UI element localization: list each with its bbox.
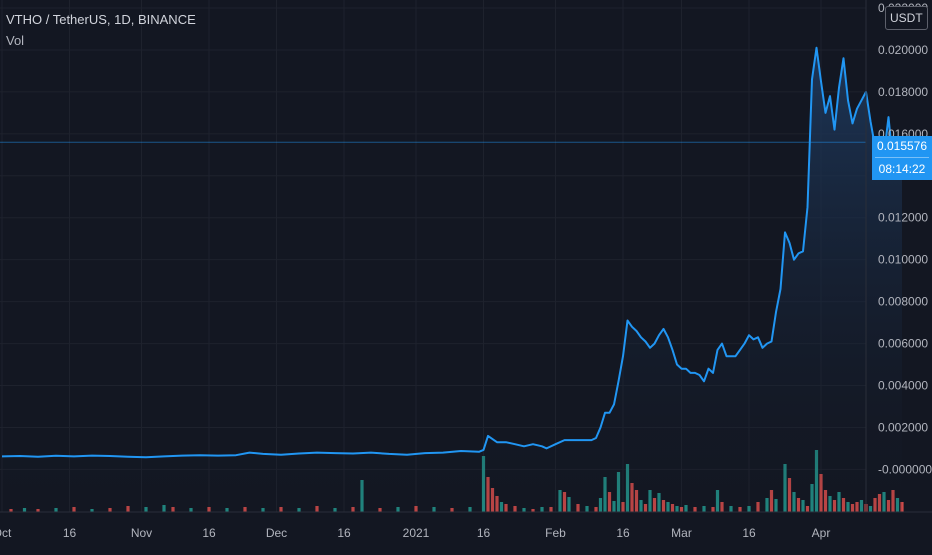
time-axis-tick-label: Nov xyxy=(131,526,152,540)
price-axis-tick-label: -0.000000 xyxy=(878,462,932,476)
last-price-tag: 0.015576 08:14:22 xyxy=(872,136,932,180)
chart-legend: VTHO / TetherUS, 1D, BINANCE Vol xyxy=(6,9,196,51)
currency-unit-badge[interactable]: USDT xyxy=(885,6,928,30)
time-axis-tick-label: 16 xyxy=(616,526,630,540)
time-axis-tick-label: 16 xyxy=(63,526,77,540)
symbol-title[interactable]: VTHO / TetherUS, 1D, BINANCE xyxy=(6,12,196,27)
time-axis-tick-label: 16 xyxy=(477,526,491,540)
time-axis-tick-label: Mar xyxy=(671,526,692,540)
time-axis-tick-label: 16 xyxy=(202,526,216,540)
time-axis-tick-label: Dec xyxy=(266,526,287,540)
price-line xyxy=(1,46,903,459)
price-axis-tick-label: 0.020000 xyxy=(878,43,928,57)
last-price-value: 0.015576 xyxy=(876,139,928,153)
volume-label[interactable]: Vol xyxy=(6,33,25,48)
price-axis-tick-label: 0.008000 xyxy=(878,295,928,309)
price-area-fill xyxy=(2,47,902,513)
price-axis-tick-label: 0.010000 xyxy=(878,253,928,267)
price-axis-tick-label: 0.006000 xyxy=(878,337,928,351)
time-axis-tick-label: 16 xyxy=(337,526,351,540)
price-axis-tick-label: 0.002000 xyxy=(878,420,928,434)
price-axis-tick-label: 0.012000 xyxy=(878,211,928,225)
last-price-separator xyxy=(875,157,929,158)
price-axis-tick-label: 0.018000 xyxy=(878,85,928,99)
price-axis-tick-label: 0.004000 xyxy=(878,379,928,393)
time-axis-tick-label: Apr xyxy=(812,526,831,540)
time-axis-tick-label: 2021 xyxy=(403,526,430,540)
bar-countdown: 08:14:22 xyxy=(878,162,926,176)
time-axis-tick-label: Feb xyxy=(545,526,566,540)
time-axis-tick-label: 16 xyxy=(742,526,756,540)
time-axis-tick-label: Oct xyxy=(0,526,12,540)
